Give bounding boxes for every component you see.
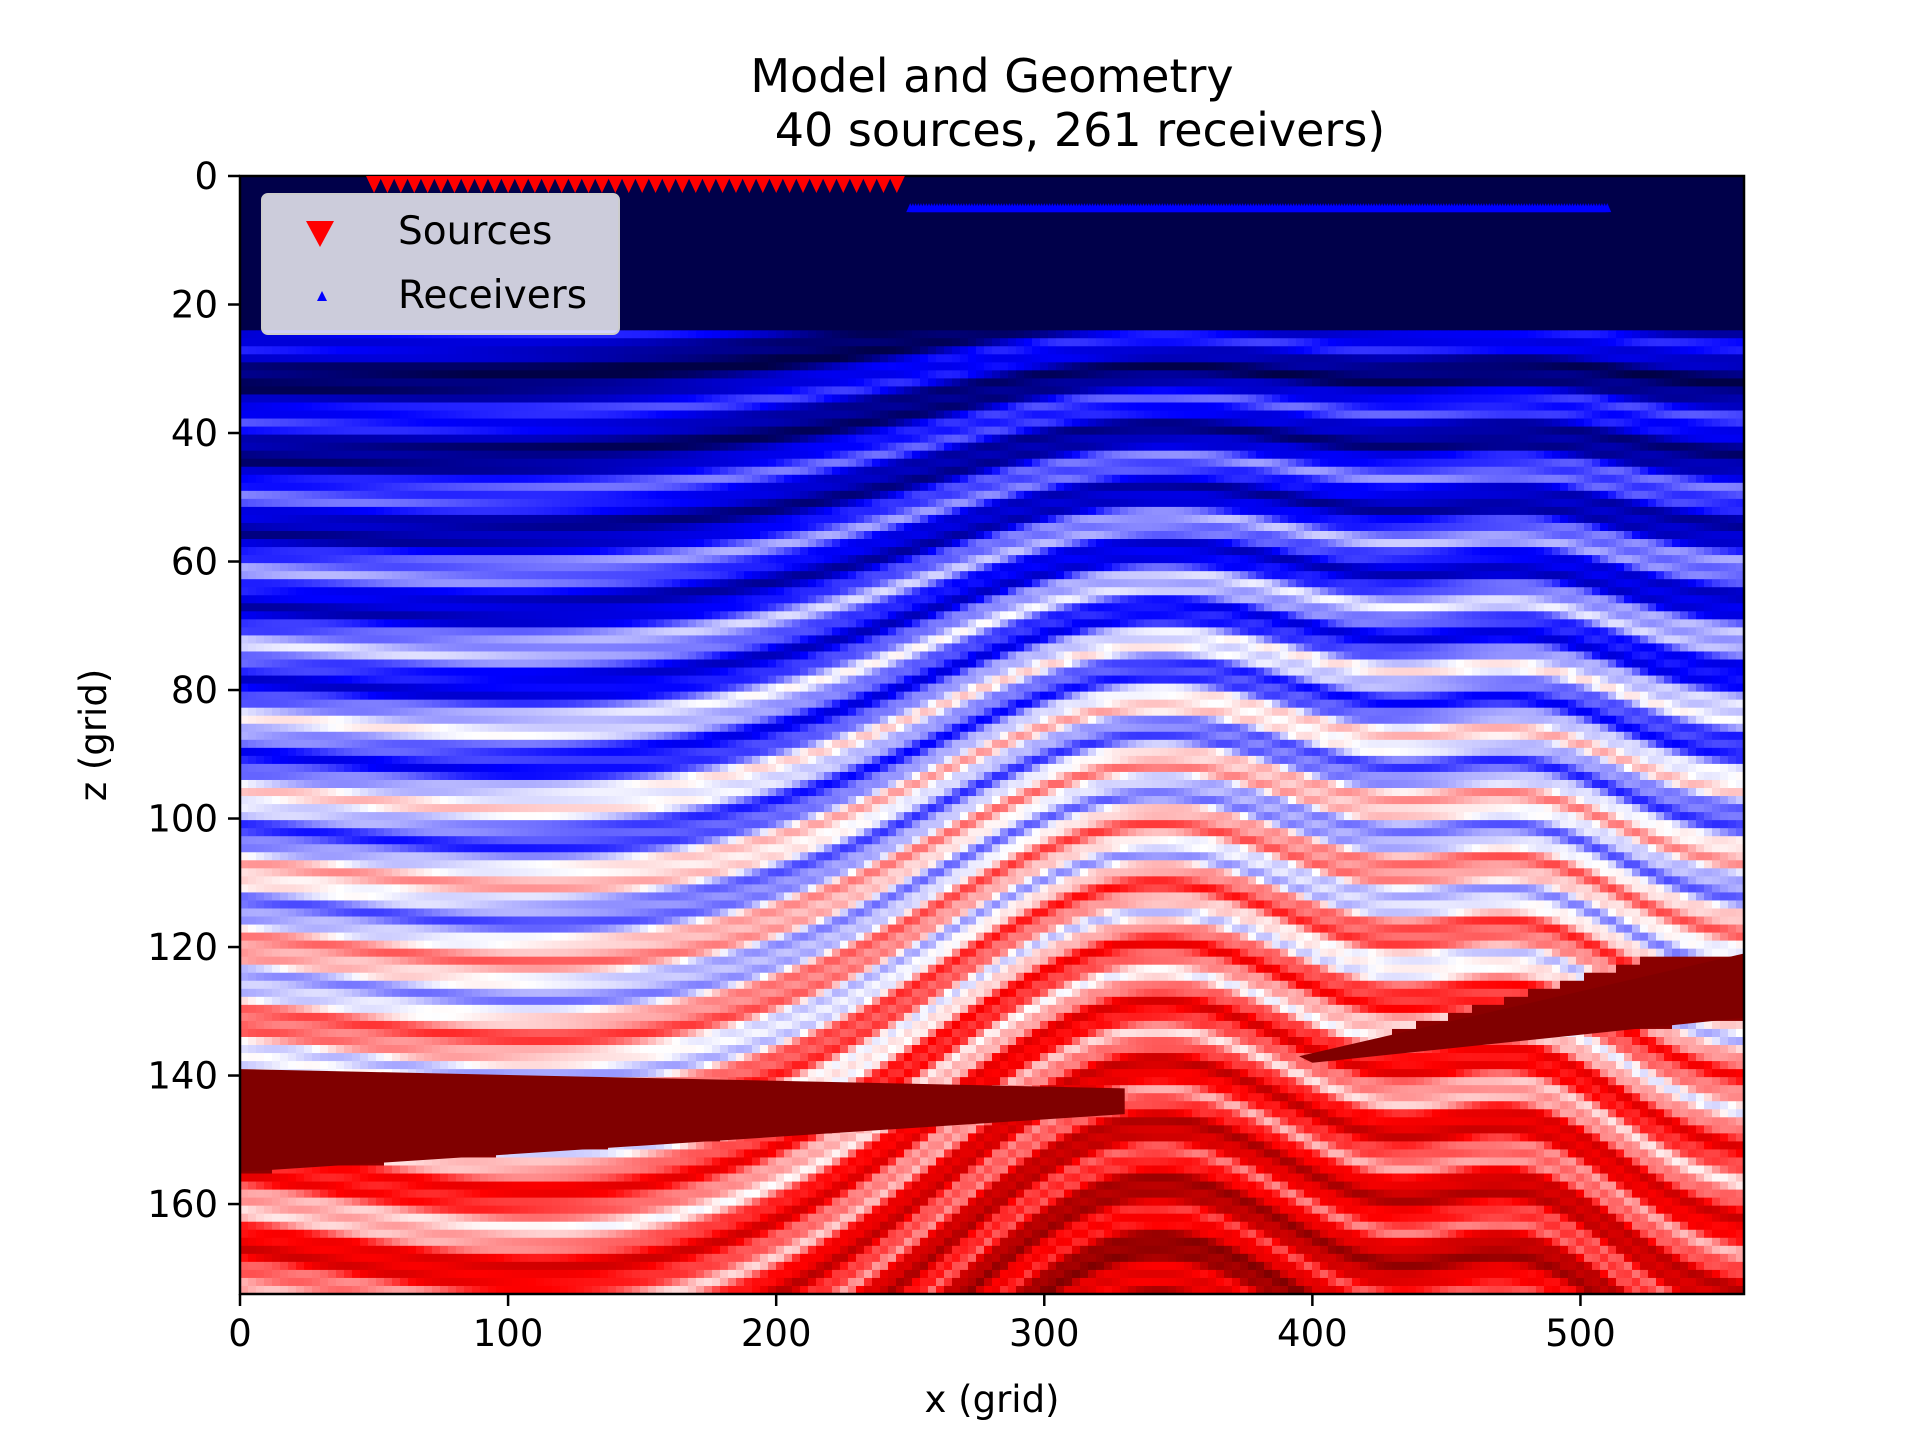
source-marker — [446, 176, 463, 193]
source-marker — [406, 176, 423, 193]
y-axis-label: z (grid) — [72, 669, 115, 802]
receiver-marker — [1603, 203, 1612, 213]
x-tick-label: 300 — [1009, 1312, 1080, 1355]
source-marker — [768, 176, 785, 193]
source-marker — [459, 176, 476, 193]
y-tick-label: 80 — [171, 669, 218, 712]
x-tick-label: 200 — [741, 1312, 812, 1355]
source-marker — [593, 176, 610, 193]
source-marker — [433, 176, 450, 193]
source-marker — [848, 176, 865, 193]
source-marker — [580, 176, 597, 193]
legend-receivers-marker — [317, 291, 327, 301]
source-marker — [419, 176, 436, 193]
source-marker — [392, 176, 409, 193]
y-tick-label: 0 — [194, 155, 218, 198]
source-marker — [366, 176, 383, 193]
y-tick-label: 100 — [147, 798, 218, 841]
chart-title-line1: Model and Geometry — [750, 49, 1233, 103]
x-tick-label: 500 — [1545, 1312, 1616, 1355]
source-marker — [620, 176, 637, 193]
legend: Sources Receivers — [261, 193, 620, 335]
plot-frame — [238, 174, 1746, 1296]
source-marker — [741, 176, 758, 193]
source-marker — [888, 176, 905, 193]
source-marker — [701, 176, 718, 193]
y-tick-label: 60 — [171, 541, 218, 584]
y-tick-label: 40 — [171, 412, 218, 455]
source-marker — [727, 176, 744, 193]
y-tick-label: 140 — [147, 1055, 218, 1098]
source-marker — [687, 176, 704, 193]
source-marker — [835, 176, 852, 193]
source-marker — [862, 176, 879, 193]
source-marker — [647, 176, 664, 193]
y-tick-label: 120 — [147, 926, 218, 969]
source-marker — [500, 176, 517, 193]
x-tick-label: 100 — [473, 1312, 544, 1355]
model-strata — [240, 330, 1744, 1294]
source-marker — [553, 176, 570, 193]
velocity-model-image — [240, 176, 1744, 1294]
legend-sources-label: Sources — [398, 209, 552, 254]
source-marker — [754, 176, 771, 193]
x-axis-label: x (grid) — [925, 1378, 1060, 1421]
source-marker — [379, 176, 396, 193]
source-marker — [794, 176, 811, 193]
source-marker — [875, 176, 892, 193]
source-marker — [714, 176, 731, 193]
source-marker — [486, 176, 503, 193]
source-marker — [660, 176, 677, 193]
acquisition-markers — [366, 176, 1612, 213]
source-marker — [473, 176, 490, 193]
source-marker — [567, 176, 584, 193]
source-marker — [634, 176, 651, 193]
source-marker — [821, 176, 838, 193]
chart-title-line2: 40 sources, 261 receivers) — [775, 103, 1385, 157]
source-marker — [674, 176, 691, 193]
source-marker — [781, 176, 798, 193]
x-tick-label: 400 — [1277, 1312, 1348, 1355]
legend-box — [261, 193, 620, 335]
salt-wedge-right — [1299, 953, 1744, 1063]
legend-sources-marker — [306, 221, 334, 247]
salt-wedge-left — [240, 1069, 1125, 1172]
source-marker — [540, 176, 557, 193]
legend-receivers-label: Receivers — [398, 273, 587, 318]
source-marker — [607, 176, 624, 193]
source-marker — [808, 176, 825, 193]
source-marker — [513, 176, 530, 193]
source-marker — [526, 176, 543, 193]
y-tick-label: 20 — [171, 284, 218, 327]
y-tick-label: 160 — [147, 1183, 218, 1226]
x-tick-label: 0 — [228, 1312, 252, 1355]
axis-ticks: 0 100 200 300 400 500 0 20 40 60 80 100 120 140 160 — [147, 155, 1615, 1355]
